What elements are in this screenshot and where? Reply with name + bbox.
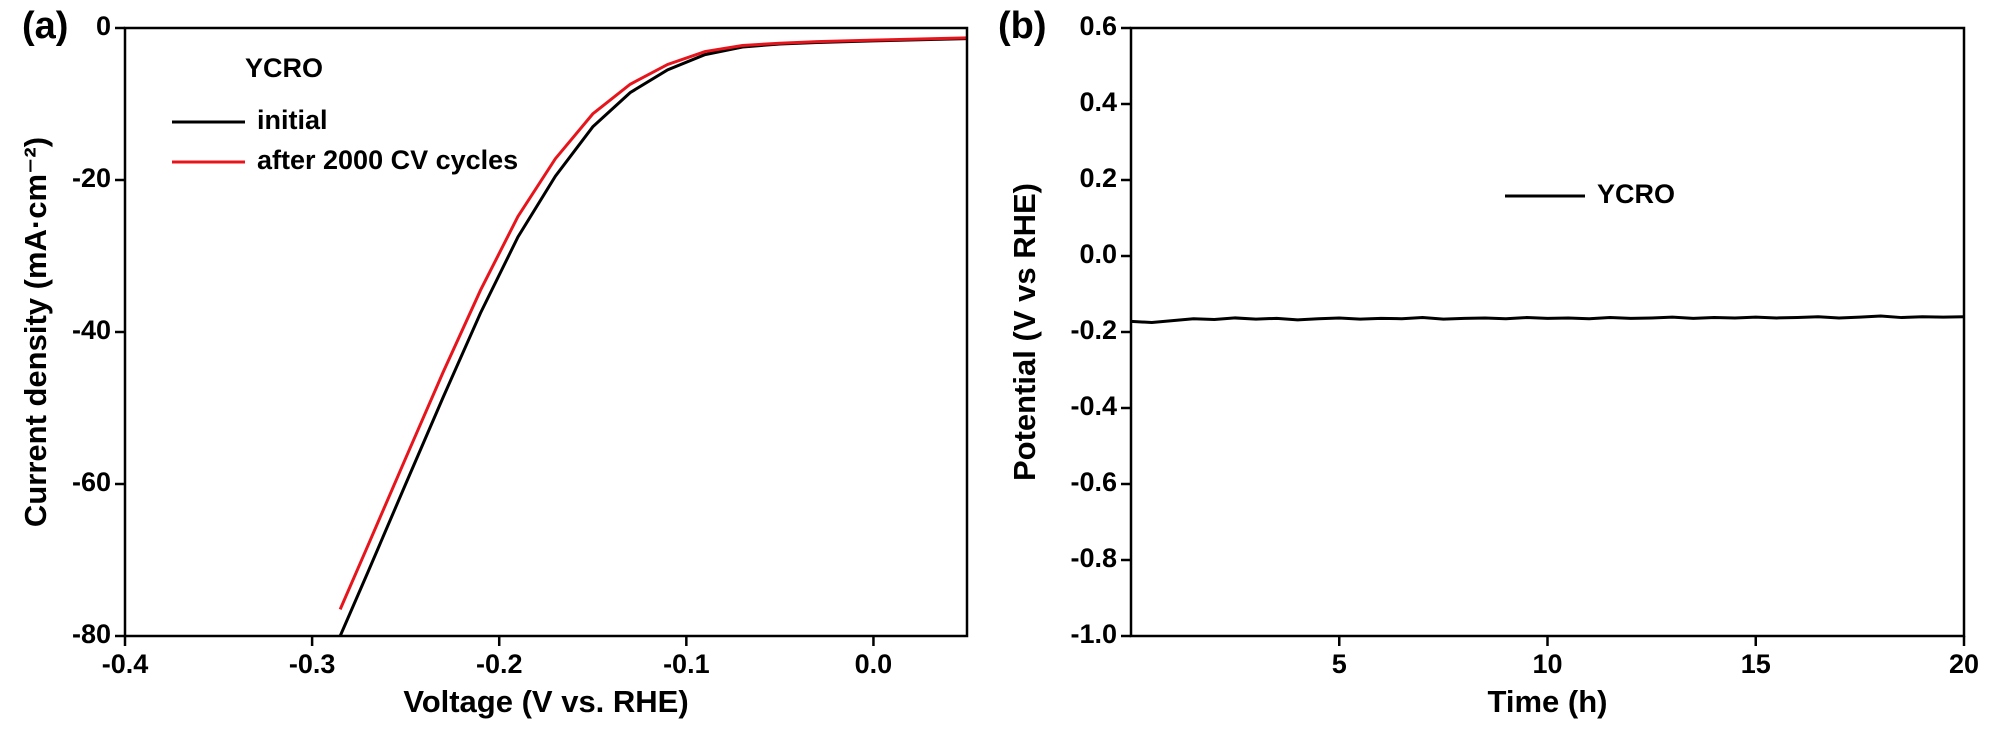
y-tick-label: 0 (96, 11, 111, 41)
legend-label: initial (257, 105, 328, 135)
y-axis-label: Potential (V vs RHE) (1007, 183, 1042, 481)
y-tick-label: -0.8 (1070, 543, 1117, 573)
y-tick-label: -80 (72, 619, 111, 649)
y-axis-label: Current density (mA·cm⁻²) (18, 137, 53, 527)
x-tick-label: 10 (1532, 649, 1562, 679)
y-tick-label: 0.0 (1079, 239, 1117, 269)
data-line (338, 37, 967, 636)
x-tick-label: -0.1 (663, 649, 710, 679)
x-tick-label: 5 (1332, 649, 1347, 679)
plot-frame (1129, 26, 1966, 638)
x-axis-label: Time (h) (1488, 684, 1608, 719)
y-tick-label: -60 (72, 467, 111, 497)
x-axis-label: Voltage (V vs. RHE) (403, 684, 688, 719)
y-tick-label: 0.4 (1079, 87, 1117, 117)
panel-label: (b) (998, 5, 1047, 47)
legend-title: YCRO (245, 53, 323, 83)
y-tick-label: -20 (72, 163, 111, 193)
plot-frame (123, 26, 969, 638)
x-tick-label: 20 (1949, 649, 1979, 679)
y-tick-label: -0.4 (1070, 391, 1117, 421)
legend-label: after 2000 CV cycles (257, 145, 518, 175)
y-tick-label: -40 (72, 315, 111, 345)
y-tick-label: -1.0 (1070, 619, 1117, 649)
x-tick-label: 0.0 (855, 649, 893, 679)
legend-label: YCRO (1597, 179, 1675, 209)
y-tick-label: -0.6 (1070, 467, 1117, 497)
y-tick-label: -0.2 (1070, 315, 1117, 345)
data-line (1131, 314, 1964, 325)
x-tick-label: -0.2 (476, 649, 523, 679)
panel-label: (a) (22, 5, 68, 47)
y-tick-label: 0.2 (1079, 163, 1117, 193)
y-tick-label: 0.6 (1079, 11, 1117, 41)
x-tick-label: -0.3 (289, 649, 336, 679)
x-tick-label: -0.4 (102, 649, 149, 679)
x-tick-label: 15 (1741, 649, 1771, 679)
data-line (338, 36, 967, 610)
